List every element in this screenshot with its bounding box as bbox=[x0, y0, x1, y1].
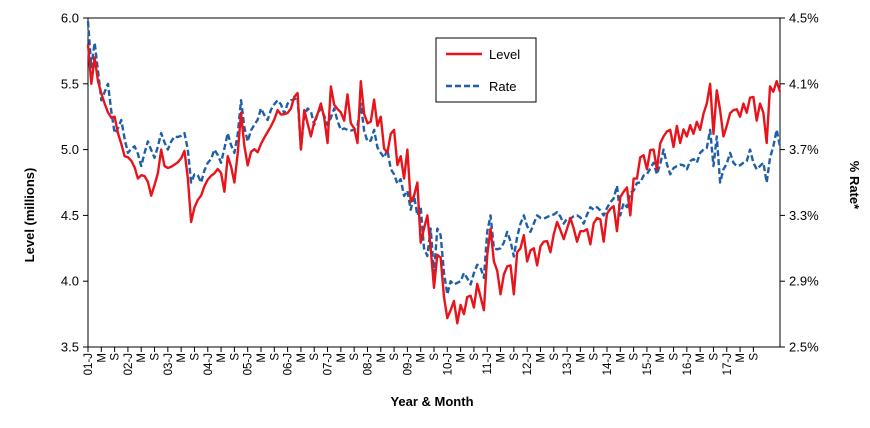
x-tick-label: S bbox=[389, 353, 401, 361]
x-tick-label: M bbox=[336, 353, 348, 363]
x-tick-label: 11-J bbox=[482, 353, 494, 375]
x-tick-label: M bbox=[256, 353, 268, 363]
x-tick-label: 06-J bbox=[283, 353, 295, 375]
x-tick-label: 16-J bbox=[682, 353, 694, 375]
x-tick-label: M bbox=[535, 353, 547, 363]
x-tick-label: M bbox=[296, 353, 308, 363]
series-line-rate bbox=[86, 21, 782, 296]
x-tick-label: 10-J bbox=[442, 353, 454, 375]
x-tick-label: S bbox=[150, 353, 162, 361]
x-tick-label: S bbox=[669, 353, 681, 361]
legend-box bbox=[435, 37, 537, 103]
x-tick-label: M bbox=[376, 353, 388, 363]
x-tick-label: 09-J bbox=[402, 353, 414, 375]
x-tick-label: M bbox=[96, 353, 108, 363]
y2-tick-label: 4.1% bbox=[789, 76, 819, 91]
x-tick-label: 07-J bbox=[323, 353, 335, 375]
y2-tick-label: 2.5% bbox=[789, 340, 819, 355]
x-tick-label: M bbox=[176, 353, 188, 363]
x-tick-label: S bbox=[229, 353, 241, 361]
x-tick-label: 05-J bbox=[243, 353, 255, 375]
y2-tick-label: 2.9% bbox=[789, 274, 819, 289]
y-tick-label: 5.0 bbox=[61, 142, 79, 157]
x-tick-label: S bbox=[429, 353, 441, 361]
x-tick-label: M bbox=[496, 353, 508, 363]
legend-label-level: Level bbox=[489, 47, 520, 62]
x-tick-label: 01-J bbox=[83, 353, 95, 375]
y-tick-label: 4.0 bbox=[61, 274, 79, 289]
x-tick-label: S bbox=[509, 353, 521, 361]
x-axis-ticks: 01-J M S 02-J M S 03-J M S 04-J M S 05-J M S 06-J M S 07-J… bbox=[83, 347, 760, 375]
x-tick-label: S bbox=[469, 353, 481, 361]
x-tick-label: M bbox=[456, 353, 468, 363]
y2-tick-label: 3.3% bbox=[789, 208, 819, 223]
y2-axis-title: % Rate* bbox=[847, 161, 862, 210]
y2-tick-label: 4.5% bbox=[789, 11, 819, 26]
legend-label-rate: Rate bbox=[489, 79, 516, 94]
x-tick-label: 03-J bbox=[163, 353, 175, 375]
x-axis-title: Year & Month bbox=[390, 394, 473, 409]
x-tick-label: 08-J bbox=[362, 353, 374, 375]
x-tick-label: M bbox=[655, 353, 667, 363]
x-tick-label: S bbox=[589, 353, 601, 361]
x-tick-label: 15-J bbox=[642, 353, 654, 375]
x-tick-label: S bbox=[748, 353, 760, 361]
series-layer bbox=[86, 21, 782, 325]
x-tick-label: S bbox=[629, 353, 641, 361]
series-line-level bbox=[86, 44, 782, 325]
y-tick-label: 5.5 bbox=[61, 76, 79, 91]
x-tick-label: M bbox=[615, 353, 627, 363]
y-tick-label: 6.0 bbox=[61, 11, 79, 26]
legend: Level Rate bbox=[435, 37, 537, 103]
x-tick-label: 12-J bbox=[522, 353, 534, 375]
y-axis-title: Level (millions) bbox=[22, 168, 37, 263]
x-tick-label: 13-J bbox=[562, 353, 574, 375]
x-tick-label: S bbox=[349, 353, 361, 361]
x-tick-label: M bbox=[136, 353, 148, 363]
right-axis-ticks: 2.5% 2.9% 3.3% 3.7% 4.1% 4.5% bbox=[780, 11, 819, 355]
x-tick-label: M bbox=[416, 353, 428, 363]
x-tick-label: S bbox=[269, 353, 281, 361]
x-tick-label: M bbox=[735, 353, 747, 363]
x-tick-label: S bbox=[708, 353, 720, 361]
x-tick-label: M bbox=[575, 353, 587, 363]
x-tick-label: S bbox=[189, 353, 201, 361]
left-axis-ticks: 3.5 4.0 4.5 5.0 5.5 6.0 bbox=[61, 11, 88, 355]
x-tick-label: 14-J bbox=[602, 353, 614, 375]
x-tick-label: 02-J bbox=[123, 353, 135, 375]
y-tick-label: 4.5 bbox=[61, 208, 79, 223]
x-tick-label: 04-J bbox=[203, 353, 215, 375]
x-tick-label: M bbox=[216, 353, 228, 363]
x-tick-label: S bbox=[110, 353, 122, 361]
x-tick-label: M bbox=[695, 353, 707, 363]
x-tick-label: S bbox=[309, 353, 321, 361]
x-tick-label: 17-J bbox=[722, 353, 734, 375]
y2-tick-label: 3.7% bbox=[789, 142, 819, 157]
x-tick-label: S bbox=[549, 353, 561, 361]
y-tick-label: 3.5 bbox=[61, 340, 79, 355]
